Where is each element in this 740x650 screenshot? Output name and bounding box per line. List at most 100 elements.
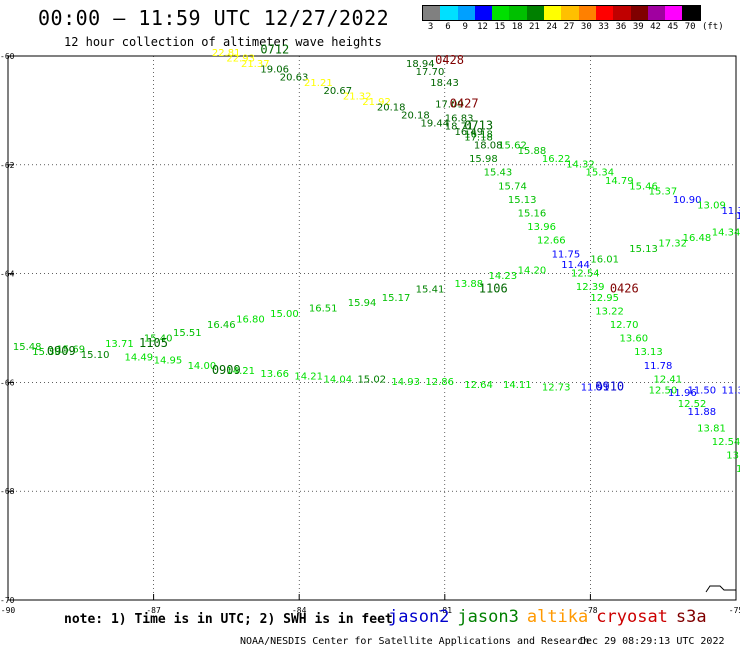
color-scale-legend: 3 6 9 12 15 18 21 24 27 30 33 36 39 42 45 70 (ft): [422, 5, 724, 35]
swh-value: 22.81: [212, 48, 241, 59]
longitude-label: -84: [292, 606, 307, 615]
satellite-altika: altika: [526, 607, 589, 627]
longitude-label: -75: [729, 606, 740, 615]
track-time-tag: 1106: [479, 282, 508, 296]
legend-label: 45: [667, 22, 679, 32]
satellite-jason2: jason2: [388, 607, 450, 627]
legend-swatch: [578, 6, 596, 20]
swh-value: 12.50: [649, 385, 678, 396]
swh-value: 14.21: [226, 366, 255, 377]
longitude-label: -90: [1, 606, 16, 615]
note-text: note: 1) Time is in UTC; 2) SWH is in fe…: [64, 612, 393, 627]
swh-value: 16.46: [207, 320, 236, 331]
legend-swatch: [647, 6, 666, 20]
swh-value: 11.37: [721, 206, 740, 217]
swh-value: 13.96: [527, 222, 556, 233]
legend-color-bar: [422, 5, 701, 21]
swh-value: 12.95: [590, 293, 619, 304]
swh-value: 15.51: [173, 328, 202, 339]
swh-value: 15.37: [649, 187, 678, 198]
legend-swatch: [440, 6, 458, 20]
swh-value: 15.13: [629, 244, 658, 255]
swh-value: 15.62: [498, 140, 527, 151]
swh-value: 18.08: [474, 140, 503, 151]
swh-value: 15.43: [484, 168, 513, 179]
swh-value: 12.54: [571, 268, 600, 279]
swh-value: 14.32: [566, 160, 595, 171]
legend-label: 42: [650, 22, 661, 32]
swh-value: 22.93: [226, 53, 255, 64]
swh-value: 21.92: [362, 97, 391, 108]
swh-value: 14.93: [391, 377, 420, 388]
swh-value: 14.95: [154, 355, 183, 366]
legend-swatch: [474, 6, 493, 20]
swh-value: 14.79: [605, 176, 634, 187]
legend-label: 33: [598, 22, 610, 32]
swh-value: 11.96: [668, 388, 697, 399]
longitude-label: -81: [438, 606, 453, 615]
swh-value: 13.71: [105, 339, 134, 350]
swh-value: 14.00: [188, 361, 217, 372]
swh-value: 18.94: [406, 59, 435, 70]
swh-value: 13.66: [260, 369, 289, 380]
legend-swatch: [526, 6, 545, 20]
legend-label: 39: [632, 22, 644, 32]
legend-swatch: [613, 6, 631, 20]
swh-value: 15.10: [81, 350, 110, 361]
swh-value: 15.34: [586, 168, 615, 179]
legend-label: 3: [427, 22, 434, 32]
swh-value: 20.63: [280, 72, 309, 83]
track-time-tag: 0427: [450, 97, 479, 111]
coastline: [705, 585, 736, 593]
swh-value: 17.32: [658, 238, 687, 249]
satellite-cryosat: cryosat: [596, 607, 668, 627]
swh-value: 18.43: [430, 78, 459, 89]
swh-value: 12.41: [653, 374, 682, 385]
map-subtitle: 12 hour collection of altimeter wave hei…: [64, 35, 382, 49]
swh-value: 15.30: [32, 347, 61, 358]
swh-value: 13.60: [726, 451, 740, 462]
swh-value: 16.48: [683, 233, 712, 244]
legend-label: 27: [563, 22, 575, 32]
swh-value: 12.70: [610, 320, 639, 331]
swh-value: 15.40: [144, 334, 173, 345]
swh-value: 15.00: [270, 309, 299, 320]
swh-value: 14.04: [323, 374, 352, 385]
swh-value: 12.86: [425, 377, 454, 388]
swh-value: 12.66: [537, 236, 566, 247]
track-time-tag: 1105: [139, 336, 168, 350]
track-time-tag: 0909: [212, 363, 241, 377]
swh-value: 13.22: [595, 306, 624, 317]
swh-value: 13.13: [634, 347, 663, 358]
swh-value: 21.37: [241, 59, 270, 70]
track-time-tag: 0910: [595, 380, 624, 394]
swh-value: 15.46: [629, 181, 658, 192]
latitude-label: -60: [0, 52, 15, 61]
legend-swatch: [561, 6, 579, 20]
legend-label: 70: [684, 22, 696, 32]
swh-value: 12.73: [542, 383, 571, 394]
legend-label: 30: [580, 22, 592, 32]
latitude-label: -66: [0, 378, 15, 387]
swh-value: 15.98: [469, 154, 498, 165]
swh-value: 13.09: [697, 200, 726, 211]
legend-label: 15: [494, 22, 506, 32]
swh-value: 16.18: [464, 130, 493, 141]
latitude-label: -70: [0, 596, 15, 605]
swh-value: 14.21: [294, 372, 323, 383]
satellite-s3a: s3a: [675, 607, 707, 627]
legend-swatch: [492, 6, 510, 20]
legend-swatch: [544, 6, 562, 20]
swh-value: 11.91: [581, 383, 610, 394]
swh-value: 15.69: [57, 344, 86, 355]
track-time-tag: 0428: [435, 53, 464, 67]
longitude-label: -78: [583, 606, 598, 615]
swh-value: 15.17: [382, 293, 411, 304]
legend-swatch: [595, 6, 614, 20]
swh-value: 17.70: [416, 67, 445, 78]
swh-value: 14.23: [488, 271, 517, 282]
latitude-label: -68: [0, 487, 15, 496]
swh-value: 11.50: [687, 385, 716, 396]
swh-value: 19.44: [421, 119, 450, 130]
satellite-jason3: jason3: [457, 607, 519, 627]
